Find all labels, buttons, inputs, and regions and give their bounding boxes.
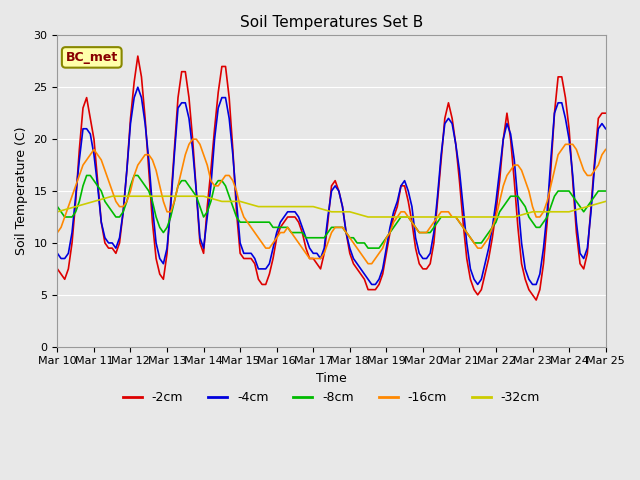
-32cm <box>364 214 372 220</box>
-32cm <box>255 204 262 209</box>
-16cm <box>364 261 372 266</box>
-2cm <box>54 266 61 272</box>
-32cm <box>437 214 445 220</box>
-16cm <box>408 219 416 225</box>
-4cm <box>602 126 609 132</box>
-8cm <box>83 173 90 179</box>
-32cm <box>127 193 134 199</box>
-8cm <box>445 214 452 220</box>
X-axis label: Time: Time <box>316 372 347 385</box>
-32cm <box>346 209 354 215</box>
-32cm <box>236 199 244 204</box>
-16cm <box>189 136 196 142</box>
Title: Soil Temperatures Set B: Soil Temperatures Set B <box>240 15 423 30</box>
-4cm <box>445 116 452 121</box>
-4cm <box>598 120 606 126</box>
-32cm <box>54 209 61 215</box>
-32cm <box>565 209 573 215</box>
-32cm <box>90 199 98 204</box>
Line: -8cm: -8cm <box>58 176 605 248</box>
-32cm <box>529 209 536 215</box>
-16cm <box>54 229 61 235</box>
-16cm <box>602 146 609 152</box>
-2cm <box>390 214 397 220</box>
-4cm <box>324 214 332 220</box>
-32cm <box>602 199 609 204</box>
-32cm <box>456 214 463 220</box>
-2cm <box>602 110 609 116</box>
-16cm <box>394 214 401 220</box>
-8cm <box>598 188 606 194</box>
-2cm <box>134 53 141 59</box>
-4cm <box>368 282 376 288</box>
Line: -2cm: -2cm <box>58 56 605 300</box>
-32cm <box>492 214 500 220</box>
-32cm <box>584 204 591 209</box>
-8cm <box>408 219 416 225</box>
Legend: -2cm, -4cm, -8cm, -16cm, -32cm: -2cm, -4cm, -8cm, -16cm, -32cm <box>118 386 545 409</box>
Line: -4cm: -4cm <box>58 87 605 285</box>
-32cm <box>182 193 189 199</box>
-32cm <box>383 214 390 220</box>
-32cm <box>145 193 152 199</box>
-32cm <box>291 204 299 209</box>
-16cm <box>445 209 452 215</box>
Line: -32cm: -32cm <box>58 196 605 217</box>
-2cm <box>532 297 540 303</box>
-16cm <box>598 152 606 157</box>
-32cm <box>401 214 408 220</box>
-8cm <box>54 204 61 209</box>
-8cm <box>602 188 609 194</box>
-8cm <box>251 219 259 225</box>
-8cm <box>364 245 372 251</box>
-32cm <box>328 209 335 215</box>
-8cm <box>324 229 332 235</box>
-32cm <box>511 214 518 220</box>
Y-axis label: Soil Temperature (C): Soil Temperature (C) <box>15 127 28 255</box>
-32cm <box>200 193 207 199</box>
-4cm <box>394 199 401 204</box>
-2cm <box>251 261 259 266</box>
Line: -16cm: -16cm <box>58 139 605 264</box>
-4cm <box>408 204 416 209</box>
-4cm <box>251 256 259 262</box>
-32cm <box>218 199 226 204</box>
-2cm <box>324 219 332 225</box>
-32cm <box>273 204 280 209</box>
-32cm <box>547 209 555 215</box>
-16cm <box>251 229 259 235</box>
-2cm <box>404 199 412 204</box>
-2cm <box>598 110 606 116</box>
-32cm <box>108 193 116 199</box>
Text: BC_met: BC_met <box>66 51 118 64</box>
-32cm <box>474 214 481 220</box>
-32cm <box>72 204 79 209</box>
-32cm <box>419 214 427 220</box>
-32cm <box>309 204 317 209</box>
-8cm <box>394 219 401 225</box>
-16cm <box>324 240 332 246</box>
-32cm <box>163 193 171 199</box>
-4cm <box>134 84 141 90</box>
-2cm <box>441 116 449 121</box>
-4cm <box>54 251 61 256</box>
